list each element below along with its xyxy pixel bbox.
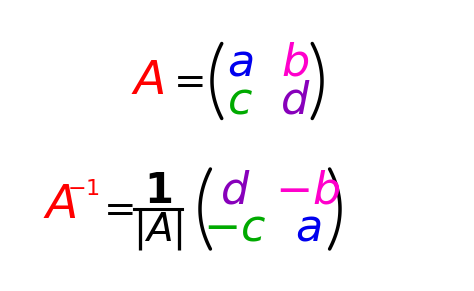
Text: $\mathit{a}$: $\mathit{a}$ [295, 206, 321, 250]
Text: $\mathit{c}$: $\mathit{c}$ [227, 79, 253, 123]
Text: $\mathit{d}$: $\mathit{d}$ [280, 79, 310, 123]
Text: $-\mathit{b}$: $-\mathit{b}$ [275, 169, 341, 213]
Text: $\mathit{b}$: $\mathit{b}$ [281, 41, 309, 85]
Text: $=$: $=$ [96, 190, 134, 228]
Text: $\mathit{A}$: $\mathit{A}$ [43, 182, 77, 228]
Text: $|\mathit{A}|$: $|\mathit{A}|$ [133, 210, 183, 253]
Text: $-1$: $-1$ [67, 179, 100, 199]
Text: $=$: $=$ [166, 62, 204, 100]
Text: $\mathit{A}$: $\mathit{A}$ [131, 58, 165, 104]
Text: $\mathit{d}$: $\mathit{d}$ [220, 169, 250, 213]
Text: $-\mathit{c}$: $-\mathit{c}$ [203, 206, 266, 250]
Text: $\mathbf{1}$: $\mathbf{1}$ [144, 170, 172, 212]
Text: $\mathit{a}$: $\mathit{a}$ [227, 41, 253, 85]
